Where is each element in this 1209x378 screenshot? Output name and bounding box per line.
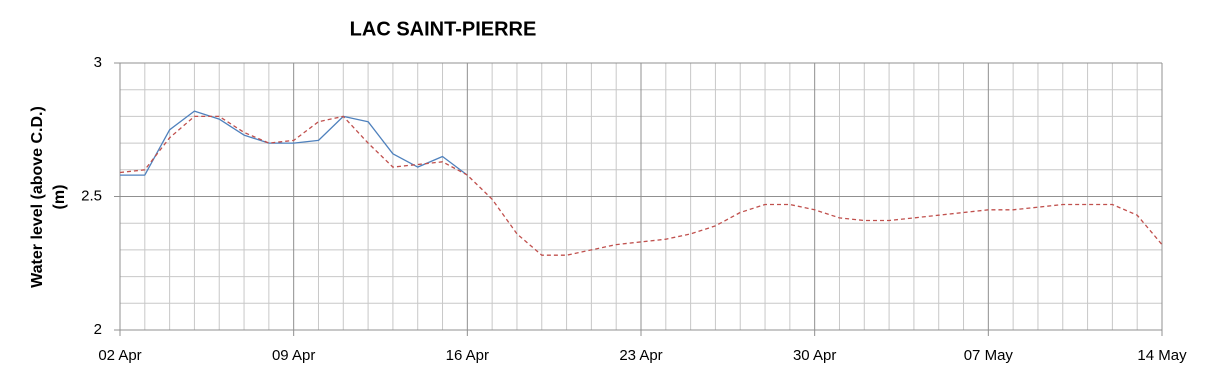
x-tick-label: 14 May <box>1137 347 1187 364</box>
y-axis-label-line: (m) <box>51 185 68 210</box>
y-tick-label: 3 <box>94 54 102 71</box>
series-line <box>119 115 1163 256</box>
x-tick-label: 30 Apr <box>793 347 836 364</box>
x-tick-label: 09 Apr <box>272 347 315 364</box>
y-axis-label: Water level (above C.D.) (m) <box>29 106 68 288</box>
x-tick-label: 07 May <box>964 347 1014 364</box>
y-axis-label-line: Water level (above C.D.) <box>29 106 46 288</box>
y-tick-label: 2 <box>94 321 102 338</box>
x-tick-label: 23 Apr <box>619 347 662 364</box>
x-tick-label: 16 Apr <box>446 347 489 364</box>
chart-title: LAC SAINT-PIERRE <box>350 18 537 40</box>
x-tick-label: 02 Apr <box>98 347 141 364</box>
series-line <box>120 110 468 176</box>
y-tick-label: 2.5 <box>81 187 102 204</box>
